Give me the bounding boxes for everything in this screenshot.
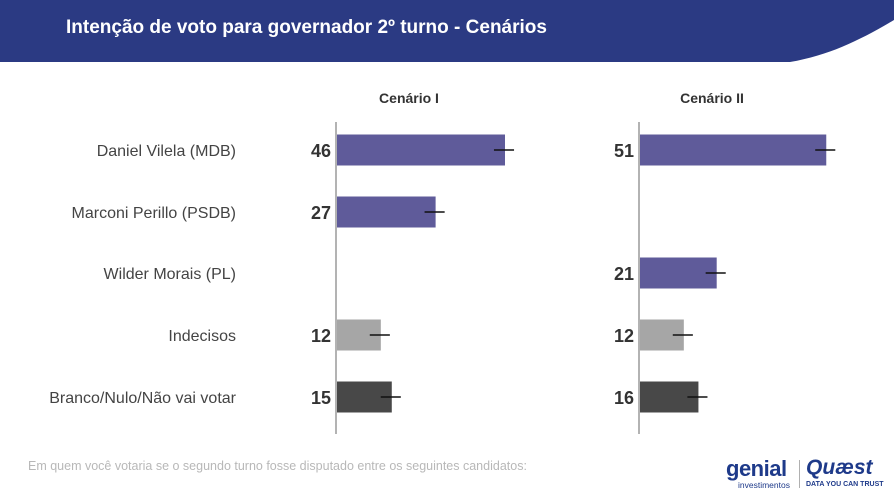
header-band: Intenção de voto para governador 2º turn… (0, 0, 894, 62)
header-shape (0, 0, 894, 62)
genial-logo: genial investimentos (726, 456, 790, 490)
category-label: Wilder Morais (PL) (104, 266, 236, 283)
category-label: Branco/Nulo/Não vai votar (49, 390, 236, 407)
category-label: Marconi Perillo (PSDB) (72, 205, 236, 222)
value-label: 46 (311, 141, 331, 161)
value-label: 12 (614, 326, 634, 346)
scenario-header: Cenário I (379, 90, 439, 106)
question-footnote: Em quem você votaria se o segundo turno … (28, 459, 527, 473)
value-label: 12 (311, 326, 331, 346)
bar (640, 257, 717, 289)
bar (337, 134, 505, 166)
value-label: 15 (311, 388, 331, 408)
bar (337, 196, 436, 228)
category-label: Daniel Vilela (MDB) (97, 143, 236, 160)
category-label: Indecisos (168, 328, 236, 345)
value-label: 16 (614, 388, 634, 408)
value-label: 21 (614, 264, 634, 284)
logo-divider (799, 460, 800, 488)
quaest-logo: Quæst DATA YOU CAN TRUST (806, 456, 884, 488)
page-title: Intenção de voto para governador 2º turn… (66, 17, 547, 38)
value-label: 51 (614, 141, 634, 161)
scenario-header: Cenário II (680, 90, 744, 106)
value-label: 27 (311, 203, 331, 223)
bar (640, 134, 827, 166)
